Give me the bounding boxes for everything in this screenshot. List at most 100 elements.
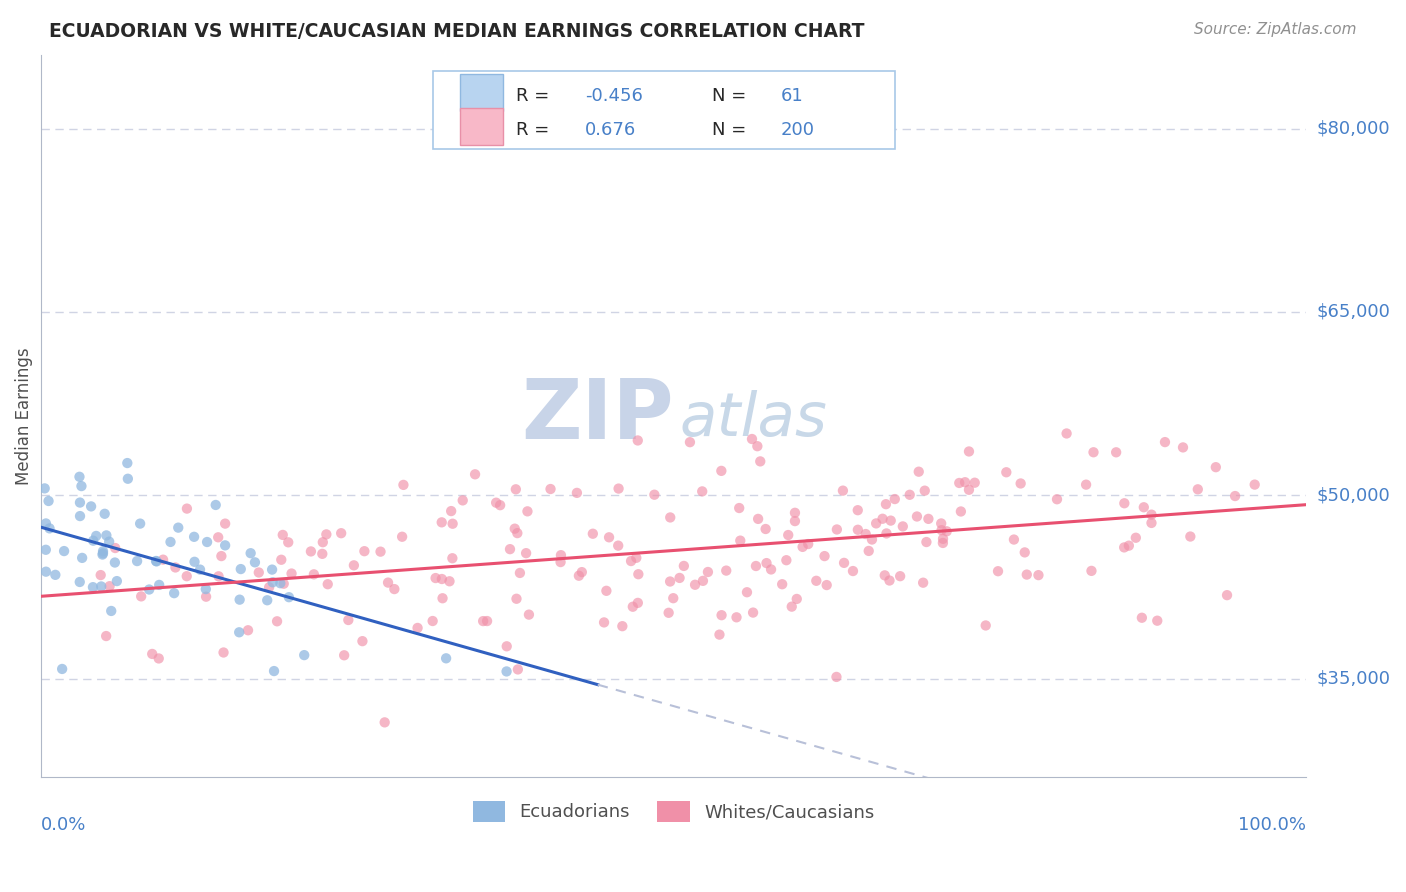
Point <box>1105 445 1128 459</box>
Point <box>883 491 905 506</box>
Point <box>728 501 751 516</box>
Point <box>995 465 1018 479</box>
Point <box>1010 476 1032 491</box>
Point <box>662 591 685 606</box>
Point <box>495 665 517 679</box>
Text: $35,000: $35,000 <box>1317 670 1391 688</box>
Point <box>35 565 58 579</box>
Point <box>626 550 648 565</box>
Point <box>598 530 620 544</box>
Point <box>1146 614 1168 628</box>
Point <box>84 529 107 543</box>
Point <box>475 614 498 628</box>
Point <box>1154 435 1177 450</box>
Point <box>505 483 527 497</box>
Point <box>1140 508 1163 522</box>
Point <box>540 482 562 496</box>
Point <box>1074 477 1097 491</box>
Text: R =: R = <box>516 87 554 105</box>
Point <box>207 569 229 583</box>
Point <box>917 512 939 526</box>
Point <box>228 592 250 607</box>
Point <box>1125 531 1147 545</box>
Point <box>1205 460 1227 475</box>
Point <box>315 527 337 541</box>
Point <box>228 625 250 640</box>
Point <box>105 574 128 588</box>
Point <box>183 555 205 569</box>
Point <box>91 548 114 562</box>
Point <box>860 533 883 547</box>
Point <box>195 535 218 549</box>
Point <box>209 549 232 563</box>
Text: 0.676: 0.676 <box>585 120 637 139</box>
Point <box>141 647 163 661</box>
Point <box>302 567 325 582</box>
Point <box>236 624 259 638</box>
Point <box>69 495 91 509</box>
Point <box>915 535 938 549</box>
Point <box>214 538 236 552</box>
Point <box>1243 477 1265 491</box>
Point <box>430 516 453 530</box>
Point <box>815 578 838 592</box>
Point <box>1015 567 1038 582</box>
Point <box>1140 516 1163 530</box>
Point <box>311 547 333 561</box>
Point <box>44 567 66 582</box>
Point <box>709 627 731 641</box>
FancyBboxPatch shape <box>460 108 503 145</box>
Point <box>759 562 782 576</box>
Point <box>353 544 375 558</box>
Point <box>621 599 644 614</box>
Point <box>91 546 114 560</box>
Point <box>825 523 848 537</box>
Point <box>247 566 270 580</box>
Point <box>1130 611 1153 625</box>
Point <box>434 651 457 665</box>
Point <box>93 507 115 521</box>
Point <box>747 439 769 453</box>
Point <box>658 606 681 620</box>
Point <box>517 607 540 622</box>
Point <box>607 482 630 496</box>
Text: atlas: atlas <box>681 390 828 449</box>
Text: 100.0%: 100.0% <box>1237 816 1306 834</box>
Point <box>872 512 894 526</box>
Point <box>710 608 733 623</box>
Point <box>565 486 588 500</box>
Point <box>167 521 190 535</box>
Point <box>441 551 464 566</box>
Point <box>343 558 366 573</box>
Point <box>90 579 112 593</box>
Point <box>299 544 322 558</box>
Point <box>499 542 522 557</box>
Point <box>832 483 855 498</box>
Text: $65,000: $65,000 <box>1317 303 1391 321</box>
Point <box>1002 533 1025 547</box>
Point <box>725 610 748 624</box>
Point <box>100 604 122 618</box>
Point <box>212 645 235 659</box>
Point <box>163 586 186 600</box>
Point <box>1114 496 1136 510</box>
Point <box>53 544 76 558</box>
Point <box>257 580 280 594</box>
Point <box>846 523 869 537</box>
Text: -0.456: -0.456 <box>585 87 643 105</box>
Point <box>593 615 616 630</box>
Point <box>957 483 980 497</box>
Point <box>957 444 980 458</box>
Point <box>907 465 929 479</box>
Point <box>755 522 778 536</box>
Point <box>730 533 752 548</box>
Point <box>176 569 198 583</box>
Point <box>377 575 399 590</box>
Point <box>974 618 997 632</box>
Point <box>875 526 897 541</box>
Point <box>183 530 205 544</box>
Text: Source: ZipAtlas.com: Source: ZipAtlas.com <box>1194 22 1357 37</box>
Point <box>104 541 127 555</box>
Point <box>509 566 531 580</box>
Point <box>34 482 56 496</box>
